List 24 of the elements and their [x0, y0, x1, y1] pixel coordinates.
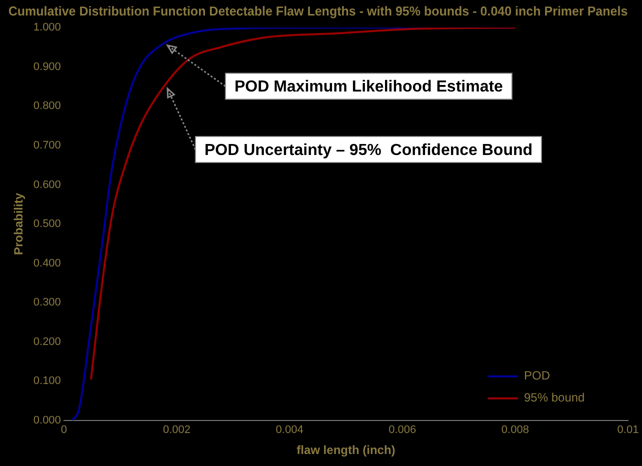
x-tick-label: 0.006 [388, 424, 416, 436]
legend-label: POD [524, 368, 550, 383]
y-tick-label: 0.200 [33, 336, 61, 348]
x-tick-label: 0.002 [162, 424, 191, 436]
x-tick-label: 0 [60, 424, 67, 436]
x-tick-label: 0.008 [501, 424, 529, 436]
y-tick-label: 0.100 [33, 375, 61, 388]
chart-title: Cumulative Distribution Function Detectable Flaw Lengths - with 95% bounds - 0.040 inch Primer Panels [8, 3, 628, 18]
y-axis-title: Probability [12, 192, 26, 256]
y-tick-label: 0.700 [33, 139, 61, 152]
y-tick-label: 0.800 [33, 100, 61, 112]
x-tick-label: 0.01 [617, 424, 639, 436]
y-tick-label: 0.400 [33, 257, 61, 270]
y-tick-label: 1.000 [33, 22, 61, 34]
annotation: POD Uncertainty – 95% Confidence Bound [204, 142, 533, 159]
legend-label: 95% bound [524, 390, 585, 405]
y-tick-label: 0.600 [33, 178, 61, 191]
y-tick-label: 0.500 [33, 218, 61, 230]
x-tick-label: 0.004 [276, 424, 304, 436]
y-tick-label: 0.900 [33, 60, 61, 73]
x-axis-title: flaw length (inch) [296, 443, 396, 458]
y-tick-label: 0.300 [33, 296, 61, 309]
annotation: POD Maximum Likelihood Estimate [234, 78, 504, 96]
y-tick-label: 0.000 [33, 414, 61, 426]
